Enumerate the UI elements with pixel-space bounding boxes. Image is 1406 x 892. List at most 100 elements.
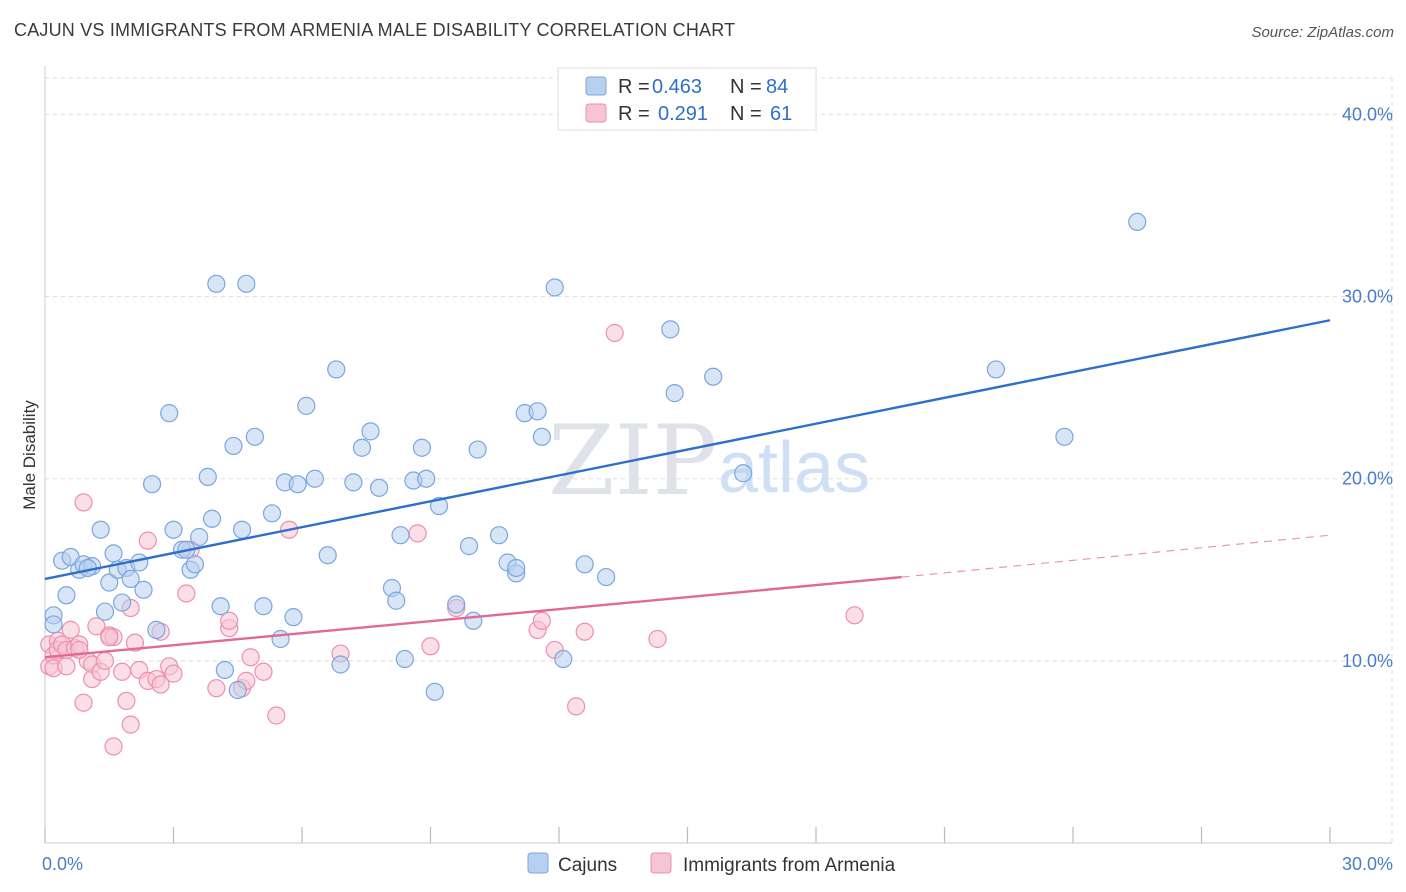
armenia-point-59 [100,628,119,647]
armenia-point-44 [254,662,273,681]
armenia-point-54 [567,697,586,716]
armenia-point-55 [575,622,594,641]
y-tick-label-0: 10.0% [1342,651,1393,671]
cajun-point-8 [91,520,110,539]
armenia-points [40,323,864,756]
cajun-point-64 [489,526,509,545]
source-label: Source: ZipAtlas.com [1251,24,1394,41]
cajun-point-34 [237,274,256,293]
y-tick-label-2: 30.0% [1342,287,1393,307]
legend-swatch-cajuns [585,76,607,96]
armenia-point-57 [648,629,667,649]
armenia-point-48 [408,524,427,543]
bottom-legend-armenia: Immigrants from Armenia [683,855,896,876]
x-tick-label-1: 30.0% [1342,854,1393,874]
cajun-point-43 [305,469,324,488]
armenia-trend-extension [901,534,1331,578]
bottom-legend-swatch-armenia [650,852,672,874]
cajun-point-59 [429,496,449,516]
legend-n-value-1: 84 [766,76,788,98]
armenia-point-36 [177,584,196,603]
cajun-point-38 [271,629,290,649]
bottom-legend-swatch-cajuns [527,852,549,874]
cajun-point-30 [215,660,234,680]
cajuns-trend-line [44,319,1331,581]
legend-r-value-2: 0.291 [658,103,708,125]
cajun-point-72 [554,649,573,669]
cajun-point-49 [361,422,380,441]
cajun-point-70 [532,427,551,446]
armenia-point-27 [125,633,145,652]
armenia-point-33 [151,675,170,694]
armenia-point-38 [207,679,226,698]
armenia-point-22 [104,737,123,756]
armenia-point-43 [241,648,260,667]
cajun-point-78 [734,464,753,483]
x-tick-label-0: 0.0% [42,854,83,874]
armenia-point-45 [267,706,286,725]
y-tick-label-3: 40.0% [1342,104,1393,124]
legend-r-value-1: 0.463 [652,76,702,98]
armenia-point-58 [845,606,864,625]
cajun-point-19 [147,620,166,639]
cajun-point-81 [1128,212,1147,231]
armenia-point-49 [421,637,440,656]
armenia-point-52 [532,611,551,630]
cajun-point-47 [344,473,363,492]
cajun-point-9 [95,602,115,621]
cajun-point-77 [704,367,723,386]
armenia-point-13 [74,693,93,712]
cajun-point-44 [318,546,337,565]
legend-r-label-1: R = [618,76,650,98]
cajun-point-79 [986,360,1006,379]
armenia-point-56 [605,323,624,343]
cajun-point-32 [228,680,247,700]
legend-n-label-1: N = [730,76,762,98]
legend-r-label-2: R = [618,103,650,125]
cajun-point-36 [254,597,273,616]
legend-n-value-2: 61 [770,103,792,125]
cajun-point-24 [185,555,205,574]
cajun-point-40 [284,608,303,627]
armenia-trend-line [44,575,902,659]
cajun-point-54 [395,649,414,669]
legend-n-label-2: N = [730,103,762,125]
legend-swatch-armenia [585,103,607,123]
armenia-point-24 [117,691,136,711]
cajun-point-26 [198,467,217,486]
y-tick-label-1: 20.0% [1342,469,1393,489]
armenia-point-23 [112,662,132,681]
cajun-point-13 [112,593,132,612]
cajun-point-46 [331,655,350,674]
trend-lines [44,319,1331,659]
cajun-point-15 [121,569,140,588]
cajun-point-73 [575,555,594,574]
bottom-legend-cajuns: Cajuns [558,855,617,876]
axes-layer [44,66,1392,844]
armenia-point-29 [138,531,157,550]
y-axis-title: Male Disability [20,400,39,510]
armenia-point-19 [95,651,115,670]
armenia-point-7 [57,657,76,676]
cajun-point-11 [104,544,123,563]
cajun-point-63 [468,440,487,459]
armenia-point-17 [87,617,106,636]
cajun-point-74 [597,567,616,587]
cajun-point-10 [100,573,119,592]
cajun-point-76 [665,384,684,403]
cajun-point-21 [164,520,183,539]
cajun-point-45 [327,360,346,379]
cajun-point-71 [545,278,564,297]
bottom-legend: Cajuns Immigrants from Armenia [527,852,896,876]
armenia-point-9 [61,620,80,639]
cajun-point-31 [224,436,243,456]
armenia-point-60 [70,640,89,660]
cajun-point-80 [1055,427,1074,446]
cajun-point-29 [211,597,230,616]
cajun-point-25 [190,527,209,547]
cajun-point-60 [447,595,466,614]
cajun-point-3 [57,586,76,605]
cajun-point-56 [412,438,432,457]
armenia-point-12 [74,493,93,512]
cajun-point-18 [142,475,162,494]
